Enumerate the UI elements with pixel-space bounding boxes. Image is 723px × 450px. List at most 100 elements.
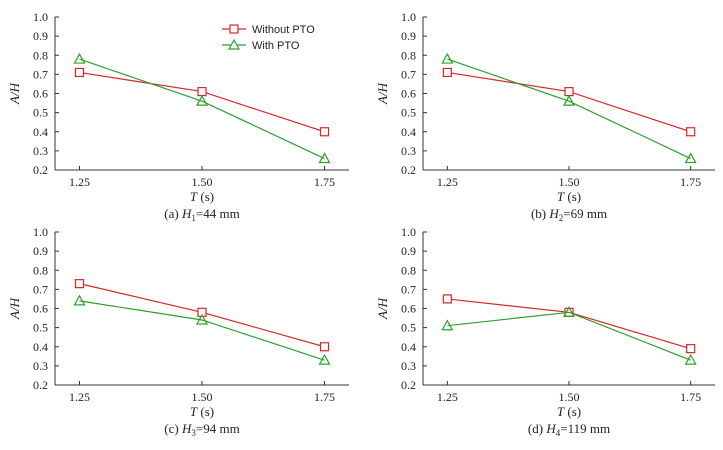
marker-without-pto	[686, 127, 696, 137]
x-tick-label: 1.75	[680, 175, 701, 189]
y-tick-label: 0.7	[33, 67, 48, 81]
panel-b: 0.2 0.3 0.4 0.5 0.6 0.7 0.8 0.9 1.0 1.25 1.50 1.75 T…	[375, 10, 715, 223]
marker-without-pto	[442, 294, 452, 304]
marker-with-pto	[318, 152, 331, 164]
y-tick-label: 0.6	[33, 87, 48, 101]
y-tick-label: 1.0	[401, 10, 416, 24]
marker-with-pto	[195, 313, 209, 325]
y-tick-label: 0.4	[401, 125, 416, 139]
y-axis-label: A/H	[375, 297, 390, 320]
y-tick-label: 0.9	[401, 244, 416, 258]
y-tick-label: 0.2	[33, 163, 48, 177]
series-line-with-pto	[447, 58, 691, 160]
x-tick-label: 1.50	[559, 390, 580, 404]
series-line-without-pto	[447, 71, 691, 133]
y-axis-label: A/H	[375, 82, 390, 105]
x-axis-label: T (s)	[190, 404, 214, 419]
marker-without-pto	[197, 307, 207, 317]
y-tick-label: 0.6	[401, 302, 416, 316]
marker-with-pto	[684, 152, 697, 164]
marker-without-pto	[564, 86, 574, 97]
x-axis-label: T (s)	[557, 404, 581, 419]
panel-a: 0.2 0.3 0.4 0.5 0.6 0.7 0.8 0.9 1.0 1.25 1.50 1.75 T…	[7, 10, 349, 223]
series-line-with-pto	[447, 311, 691, 361]
y-tick-label: 0.5	[33, 106, 48, 120]
marker-with-pto	[73, 52, 86, 64]
marker-without-pto	[74, 279, 85, 289]
x-tick-label: 1.25	[69, 175, 90, 189]
y-tick-label: 0.8	[33, 48, 48, 62]
y-tick-label: 1.0	[33, 10, 48, 24]
y-tick-label: 0.7	[401, 67, 416, 81]
x-tick-label: 1.25	[69, 390, 90, 404]
x-tick-label: 1.50	[192, 390, 213, 404]
legend-label: With PTO	[252, 40, 300, 52]
y-tick-label: 0.6	[401, 87, 416, 101]
y-tick-label: 0.2	[401, 163, 416, 177]
panel-caption: (a) H1=44 mm	[164, 206, 239, 223]
y-axis-label: A/H	[7, 297, 22, 320]
y-tick-label: 0.9	[401, 29, 416, 43]
panel-c: 0.2 0.3 0.4 0.5 0.6 0.7 0.8 0.9 1.0 1.25 1.50 1.75 T…	[7, 225, 349, 438]
marker-without-pto	[686, 344, 696, 354]
legend-marker-square	[229, 24, 239, 34]
y-tick-label: 0.5	[401, 321, 416, 335]
x-tick-label: 1.50	[192, 175, 213, 189]
y-tick-label: 0.3	[33, 359, 48, 373]
y-tick-label: 0.3	[401, 359, 416, 373]
marker-with-pto	[684, 353, 697, 365]
marker-with-pto	[441, 319, 454, 331]
y-tick-label: 0.5	[33, 321, 48, 335]
marker-with-pto	[73, 294, 86, 306]
y-tick-label: 0.8	[33, 263, 48, 277]
series-line-without-pto	[79, 71, 325, 133]
marker-with-pto	[318, 353, 331, 365]
panel-caption: (c) H3=94 mm	[164, 421, 239, 438]
panel-d: 0.2 0.3 0.4 0.5 0.6 0.7 0.8 0.9 1.0 1.25 1.50 1.75 T…	[375, 225, 715, 438]
x-tick-label: 1.50	[559, 175, 580, 189]
y-tick-label: 0.4	[33, 340, 48, 354]
series-line-with-pto	[79, 58, 325, 160]
series-line-with-pto	[79, 300, 325, 361]
x-tick-label: 1.25	[437, 175, 458, 189]
y-tick-label: 0.7	[401, 282, 416, 296]
marker-without-pto	[319, 127, 330, 137]
y-tick-label: 0.9	[33, 29, 48, 43]
marker-with-pto	[441, 52, 454, 64]
marker-without-pto	[74, 67, 85, 78]
x-tick-label: 1.25	[437, 390, 458, 404]
marker-without-pto	[319, 342, 330, 352]
y-tick-label: 0.5	[401, 106, 416, 120]
panel-caption: (b) H2=69 mm	[531, 206, 607, 223]
legend-marker-triangle	[227, 38, 241, 50]
x-tick-label: 1.75	[314, 390, 335, 404]
y-tick-label: 0.8	[401, 263, 416, 277]
y-tick-label: 0.6	[33, 302, 48, 316]
y-tick-label: 0.9	[33, 244, 48, 258]
y-tick-label: 0.8	[401, 48, 416, 62]
y-tick-label: 0.7	[33, 282, 48, 296]
marker-without-pto	[442, 67, 452, 78]
x-axis-label: T (s)	[190, 189, 214, 204]
marker-without-pto	[197, 86, 207, 97]
y-tick-label: 0.4	[33, 125, 48, 139]
marker-with-pto	[195, 94, 209, 106]
y-tick-label: 0.2	[401, 378, 416, 392]
y-tick-label: 0.2	[33, 378, 48, 392]
y-tick-label: 0.3	[401, 144, 416, 158]
panel-caption: (d) H4=119 mm	[528, 421, 610, 438]
legend: Without PTO With PTO	[222, 24, 315, 52]
marker-with-pto	[562, 94, 576, 106]
x-axis-label: T (s)	[557, 189, 581, 204]
y-axis-label: A/H	[7, 82, 22, 105]
marker-with-pto	[562, 306, 576, 317]
y-tick-label: 1.0	[401, 225, 416, 239]
legend-label: Without PTO	[252, 24, 315, 36]
y-tick-label: 0.3	[33, 144, 48, 158]
x-tick-label: 1.75	[680, 390, 701, 404]
y-tick-label: 1.0	[33, 225, 48, 239]
y-tick-label: 0.4	[401, 340, 416, 354]
x-tick-label: 1.75	[314, 175, 335, 189]
